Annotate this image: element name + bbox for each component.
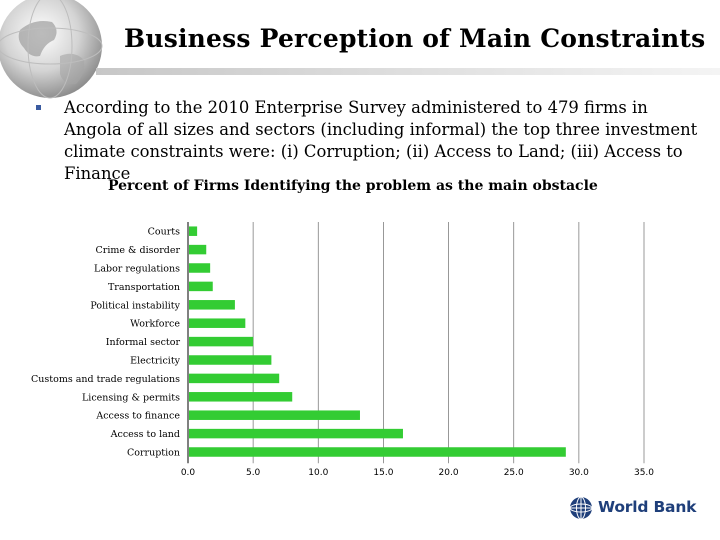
category-label: Labor regulations (94, 264, 180, 275)
bar (189, 373, 280, 384)
category-label: Licensing & permits (82, 392, 180, 403)
category-label: Access to land (110, 429, 180, 440)
category-label: Electricity (130, 356, 180, 367)
bullet-icon (36, 105, 41, 110)
x-tick-label: 10.0 (308, 468, 328, 478)
category-label: Crime & disorder (96, 245, 181, 256)
bar (189, 355, 272, 365)
world-bank-globe-logo-icon (569, 496, 593, 520)
category-label: Political instability (90, 300, 180, 311)
bar (189, 336, 254, 347)
bar (189, 392, 293, 402)
category-label: Workforce (130, 319, 180, 330)
logo-text: World Bank (598, 498, 697, 516)
category-label: Courts (148, 227, 180, 238)
title-underline (96, 68, 720, 75)
chart-title: Percent of Firms Identifying the problem… (108, 178, 598, 194)
bullet-text: According to the 2010 Enterprise Survey … (64, 98, 698, 183)
bar (189, 447, 566, 457)
bar (189, 263, 211, 273)
bar (189, 428, 403, 439)
category-label: Transportation (108, 282, 180, 293)
bar (189, 281, 213, 292)
category-label: Informal sector (106, 337, 181, 348)
category-label: Access to finance (95, 411, 180, 422)
x-tick-label: 20.0 (439, 468, 459, 478)
category-label: Corruption (127, 448, 180, 459)
x-tick-label: 15.0 (373, 468, 393, 478)
x-tick-label: 0.0 (181, 468, 196, 478)
x-tick-label: 35.0 (634, 468, 654, 478)
x-tick-label: 5.0 (246, 468, 261, 478)
globe-icon (0, 0, 103, 99)
bar (189, 318, 246, 328)
bar (189, 226, 198, 236)
bar (189, 244, 207, 255)
x-tick-label: 25.0 (504, 468, 524, 478)
slide-title: Business Perception of Main Constraints (124, 24, 706, 53)
bar (189, 300, 235, 310)
category-label: Customs and trade regulations (31, 374, 180, 385)
bar (189, 410, 360, 420)
x-tick-label: 30.0 (569, 468, 589, 478)
